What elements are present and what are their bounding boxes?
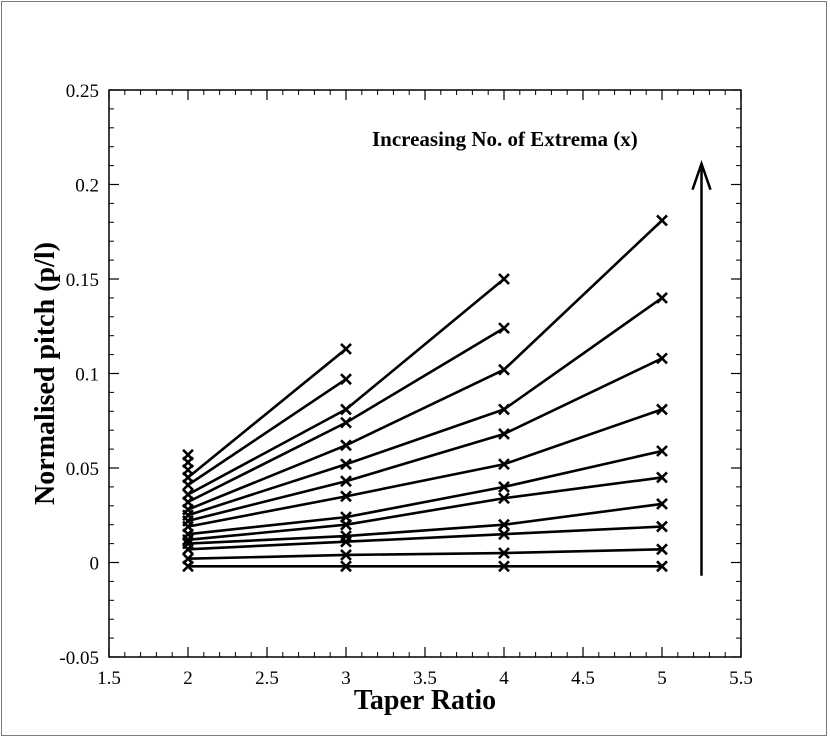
- series-lines: [187, 219, 663, 568]
- data-point-x-marker: [182, 537, 194, 550]
- series-line-L: [187, 277, 505, 496]
- series-line-G: [187, 408, 663, 528]
- y-tick-label: 0.25: [66, 81, 99, 102]
- data-point-x-marker: [498, 403, 510, 416]
- data-point-x-marker: [498, 547, 510, 559]
- data-point-x-marker: [340, 490, 352, 503]
- x-tick-label: 3: [341, 668, 351, 689]
- data-point-x-marker: [498, 492, 510, 505]
- data-point-x-marker: [656, 543, 668, 556]
- annotation-text: Increasing No. of Extrema (x): [372, 127, 638, 151]
- series-line-C: [187, 525, 663, 551]
- y-tick-label: 0.15: [66, 270, 99, 291]
- data-point-x-marker: [656, 445, 668, 457]
- axis-ticks: [108, 89, 742, 658]
- y-axis-title: Normalised pitch (p/l): [30, 242, 61, 505]
- data-point-x-marker: [656, 497, 668, 510]
- data-point-x-marker: [656, 403, 668, 416]
- data-point-x-marker: [340, 439, 352, 452]
- plot-area: [108, 89, 742, 658]
- data-point-x-marker: [340, 560, 352, 573]
- x-tick-label: 2.5: [255, 668, 279, 689]
- y-tick-label: 0.05: [66, 459, 99, 480]
- data-point-x-marker: [656, 214, 668, 227]
- data-point-x-marker: [340, 373, 352, 386]
- series-line-E: [187, 476, 663, 542]
- extrema-arrow: [691, 159, 712, 576]
- data-point-x-marker: [340, 416, 352, 429]
- data-point-x-marker: [656, 352, 668, 365]
- series-line-M: [187, 378, 347, 487]
- x-tick-label: 2: [183, 668, 193, 689]
- arrow-head: [691, 159, 712, 191]
- data-point-x-marker: [340, 458, 352, 471]
- x-tick-label: 1.5: [97, 668, 121, 689]
- series-line-N: [187, 347, 347, 479]
- series-line-D: [187, 502, 663, 545]
- x-tick-label: 5.5: [729, 668, 753, 689]
- y-tick-label: 0: [90, 554, 100, 575]
- data-point-x-marker: [498, 458, 510, 471]
- series-line-F: [187, 449, 663, 536]
- data-point-x-marker: [340, 511, 352, 524]
- y-tick-label: -0.05: [59, 648, 99, 669]
- data-point-x-marker: [498, 528, 510, 541]
- data-point-x-marker: [182, 448, 194, 461]
- data-point-x-marker: [340, 549, 352, 561]
- data-point-x-marker: [340, 530, 352, 542]
- x-tick-label: 4.5: [571, 668, 595, 689]
- axis-tick-labels: 1.5 2 2.5 3 3.5 4 4.5 5 5.5 -0.05 0 0.05 0.1 0.15 0.2 0…: [59, 81, 752, 689]
- series-line-B: [187, 547, 663, 561]
- data-point-x-marker: [182, 552, 194, 565]
- data-point-x-marker: [340, 475, 352, 488]
- series-line-I: [187, 296, 663, 517]
- data-point-x-marker: [498, 480, 510, 493]
- data-point-x-marker: [182, 488, 194, 501]
- data-point-x-marker: [656, 291, 668, 304]
- x-tick-label: 3.5: [413, 668, 437, 689]
- x-axis-title: Taper Ratio: [354, 685, 496, 716]
- x-tick-label: 4: [499, 668, 509, 689]
- data-point-x-marker: [656, 471, 668, 484]
- y-tick-label: 0.1: [75, 365, 99, 386]
- series-markers: [182, 214, 668, 573]
- series-line-H: [187, 357, 663, 523]
- data-point-x-marker: [340, 403, 352, 416]
- data-point-x-marker: [498, 428, 510, 440]
- data-point-x-marker: [656, 560, 668, 573]
- x-tick-label: 5: [657, 668, 667, 689]
- data-point-x-marker: [498, 518, 510, 531]
- data-point-x-marker: [656, 520, 668, 533]
- series-line-K: [187, 327, 505, 504]
- series-line-J: [187, 219, 663, 511]
- y-tick-label: 0.2: [75, 176, 99, 197]
- data-point-x-marker: [340, 343, 352, 355]
- data-point-x-marker: [498, 363, 510, 376]
- data-point-x-marker: [498, 273, 510, 285]
- data-point-x-marker: [498, 322, 510, 335]
- data-point-x-marker: [498, 560, 510, 573]
